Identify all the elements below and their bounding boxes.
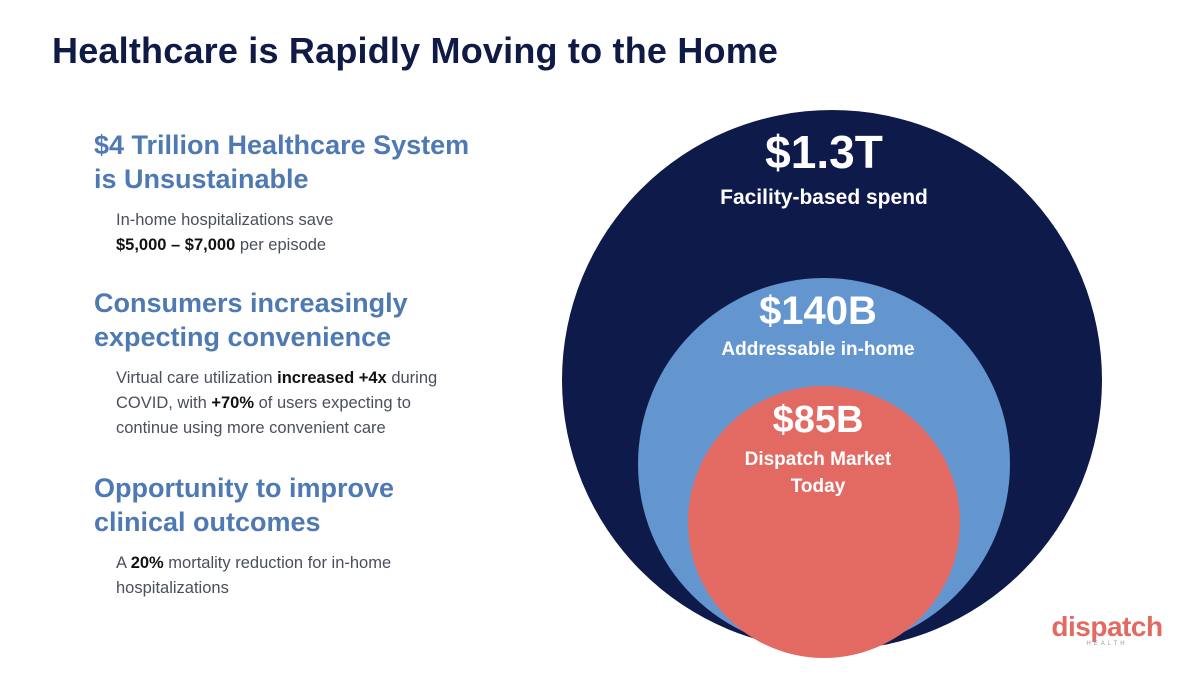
- body-text: per episode: [235, 236, 327, 254]
- body-text: continue using more convenient care: [116, 419, 386, 437]
- heading-line: $4 Trillion Healthcare System: [94, 130, 470, 160]
- point-body: A 20% mortality reduction for in-home hos…: [116, 551, 534, 601]
- point-outcomes: Opportunity to improve clinical outcomes…: [94, 471, 534, 601]
- heading-line: expecting convenience: [94, 322, 392, 352]
- middle-circle-addressable: [638, 278, 1010, 650]
- body-text: mortality reduction for in-home: [163, 554, 392, 572]
- heading-line: is Unsustainable: [94, 164, 309, 194]
- heading-line: Consumers increasingly: [94, 288, 408, 318]
- body-emphasis: 20%: [130, 554, 164, 572]
- outer-circle-facility-spend: [562, 110, 1102, 650]
- outer-circle-label: Facility-based spend: [720, 186, 928, 209]
- heading-line: clinical outcomes: [94, 507, 321, 537]
- body-text: Virtual care utilization: [116, 369, 278, 387]
- inner-circle-label: Dispatch Market: [745, 449, 892, 470]
- middle-circle-label: Addressable in-home: [721, 339, 914, 360]
- outer-circle-value: $1.3T: [765, 126, 883, 178]
- body-text: A: [116, 554, 131, 572]
- body-line: In-home hospitalizations save: [116, 208, 534, 233]
- point-convenience: Consumers increasingly expecting conveni…: [94, 286, 534, 441]
- point-unsustainable: $4 Trillion Healthcare System is Unsusta…: [94, 128, 534, 258]
- body-emphasis: +70%: [211, 394, 255, 412]
- body-line: A 20% mortality reduction for in-home: [116, 551, 534, 576]
- body-line: $5,000 – $7,000 per episode: [116, 233, 534, 258]
- body-text: COVID, with: [116, 394, 212, 412]
- heading-line: Opportunity to improve: [94, 473, 394, 503]
- inner-circle-label: Today: [791, 476, 846, 497]
- body-line: COVID, with +70% of users expecting to: [116, 391, 534, 416]
- body-line: continue using more convenient care: [116, 416, 534, 441]
- body-emphasis: $5,000 – $7,000: [116, 236, 236, 254]
- inner-circle-value: $85B: [773, 399, 864, 441]
- body-text: hospitalizations: [116, 579, 229, 597]
- logo-wordmark: dispatch: [1051, 611, 1163, 642]
- point-heading: Opportunity to improve clinical outcomes: [94, 471, 534, 539]
- body-line: hospitalizations: [116, 576, 534, 601]
- dispatch-health-logo: dispatch HEALTH: [1042, 612, 1172, 648]
- inner-circle-dispatch-market: [688, 386, 960, 658]
- body-text: during: [386, 369, 438, 387]
- body-text: of users expecting to: [254, 394, 411, 412]
- middle-circle-value: $140B: [759, 289, 877, 333]
- point-body: In-home hospitalizations save $5,000 – $7…: [116, 208, 534, 258]
- body-text: In-home hospitalizations save: [116, 211, 334, 229]
- point-heading: Consumers increasingly expecting conveni…: [94, 286, 534, 354]
- key-points: $4 Trillion Healthcare System is Unsusta…: [94, 128, 534, 627]
- point-body: Virtual care utilization increased +4x d…: [116, 366, 534, 441]
- body-emphasis: increased +4x: [277, 369, 387, 387]
- point-heading: $4 Trillion Healthcare System is Unsusta…: [94, 128, 534, 196]
- slide-title: Healthcare is Rapidly Moving to the Home: [52, 30, 779, 71]
- body-line: Virtual care utilization increased +4x d…: [116, 366, 534, 391]
- logo-subtext: HEALTH: [1086, 641, 1128, 647]
